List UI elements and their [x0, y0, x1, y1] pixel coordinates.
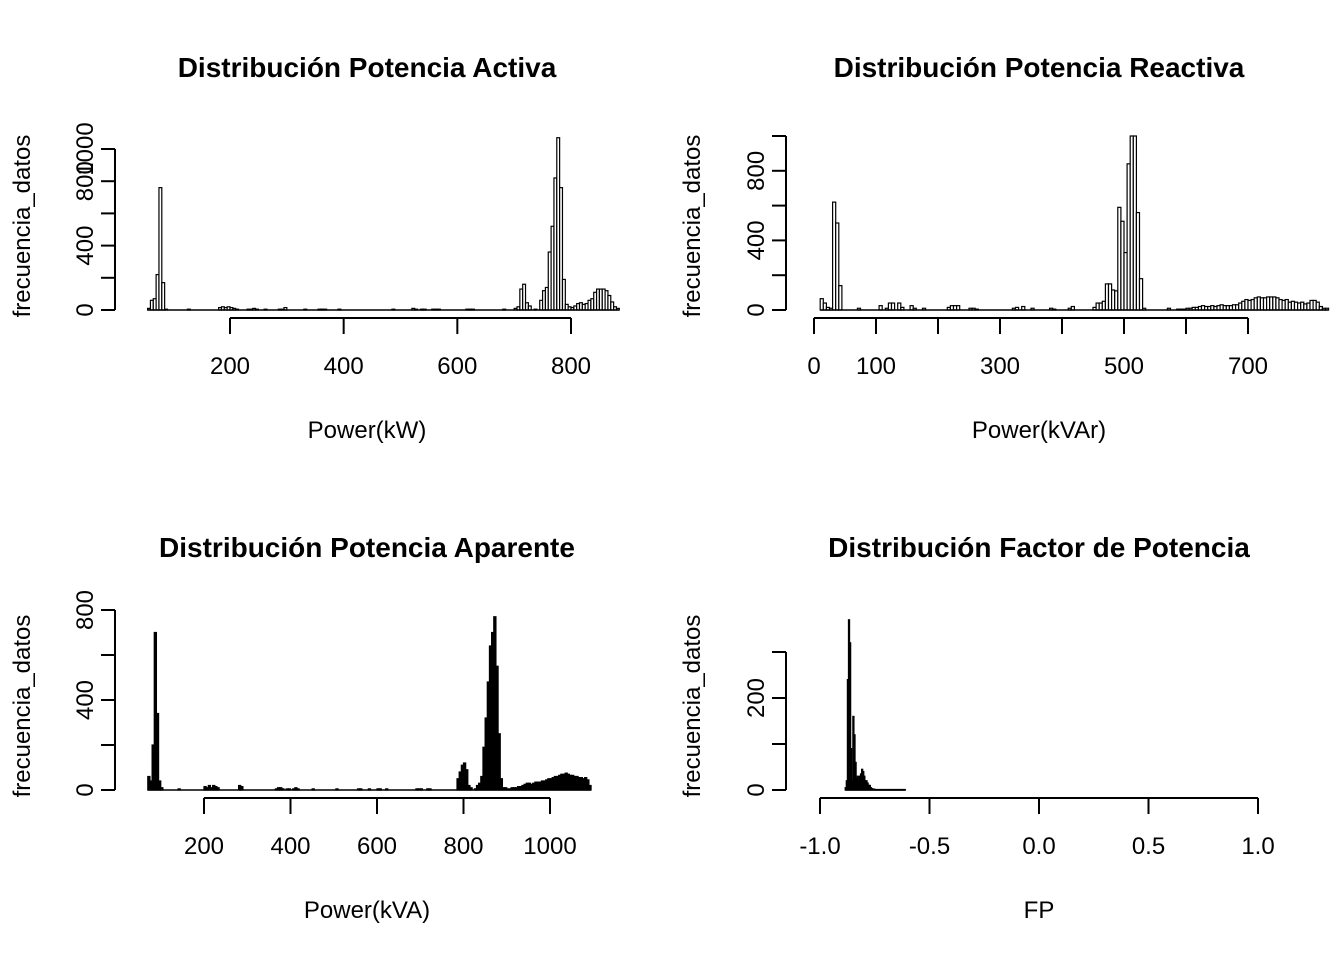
y-axis-label: frecuencia_datos [679, 615, 706, 798]
x-tick-label: 700 [1228, 353, 1268, 380]
y-axis-label: frecuencia_datos [9, 615, 36, 798]
histogram-panel-4: Distribución Factor de Potencia0200-1.0-… [679, 532, 1275, 924]
y-axis: 0 400 800 [72, 590, 116, 797]
x-axis: -1.0 -0.5 0.0 0.5 1.0 [799, 797, 1275, 860]
y-tick-label: 0 [743, 783, 770, 796]
x-tick-label: 100 [856, 353, 896, 380]
histogram-panel-2: Distribución Potencia Reactiva 0 400 800 0 10… [679, 52, 1330, 444]
chart-title: Distribución Potencia Activa [178, 52, 557, 83]
x-axis: 200 400 600 800 [210, 317, 591, 380]
x-tick-label: 600 [437, 353, 477, 380]
x-tick-label: 1.0 [1241, 833, 1274, 860]
histogram-bar [155, 712, 160, 791]
x-tick-label: 400 [324, 353, 364, 380]
x-axis: 0 100 300 500 700 [807, 317, 1268, 380]
histogram-bars [146, 137, 620, 311]
y-axis: 0 400 800 [743, 135, 787, 317]
histogram-panel-3: Distribución Potencia Aparente0400800200… [9, 532, 592, 924]
x-tick-label: 500 [1104, 353, 1144, 380]
histogram-bar [1138, 278, 1144, 311]
x-tick-label: 1000 [523, 833, 576, 860]
y-tick-label: 0 [72, 783, 99, 796]
x-axis-label: Power(kVA) [304, 897, 430, 924]
histogram-bars [844, 619, 907, 791]
x-tick-label: 800 [443, 833, 483, 860]
chart-title: Distribución Potencia Aparente [159, 532, 575, 563]
y-tick-label: 800 [72, 161, 99, 201]
y-axis-label: frecuencia_datos [9, 135, 36, 318]
histogram-bars [147, 616, 592, 791]
y-axis-label: frecuencia_datos [679, 135, 706, 318]
x-axis-label: Power(kW) [308, 417, 427, 444]
x-tick-label: -0.5 [909, 833, 950, 860]
chart-title: Distribución Potencia Reactiva [834, 52, 1245, 83]
x-tick-label: 300 [980, 353, 1020, 380]
x-axis: 200 400 600 800 1000 [184, 797, 577, 860]
y-tick-label: 400 [72, 680, 99, 720]
x-tick-label: 400 [270, 833, 310, 860]
x-tick-label: 0.5 [1132, 833, 1165, 860]
y-tick-label: 400 [72, 226, 99, 266]
x-tick-label: -1.0 [799, 833, 840, 860]
x-axis-label: Power(kVAr) [972, 417, 1106, 444]
histogram-bars [819, 135, 1330, 311]
x-tick-label: 200 [184, 833, 224, 860]
histogram-bar [161, 282, 166, 311]
y-tick-label: 800 [72, 590, 99, 630]
x-tick-label: 600 [357, 833, 397, 860]
x-tick-label: 0.0 [1022, 833, 1055, 860]
chart-title: Distribución Factor de Potencia [828, 532, 1250, 563]
y-tick-label: 800 [743, 151, 770, 191]
x-tick-label: 0 [807, 353, 820, 380]
y-axis: 0 200 [743, 651, 787, 797]
y-tick-label: 0 [743, 303, 770, 316]
x-tick-label: 200 [210, 353, 250, 380]
histogram-panel-1: Distribución Potencia Activa040080010002… [9, 52, 620, 444]
x-tick-label: 800 [551, 353, 591, 380]
histogram-bar [890, 302, 896, 311]
y-tick-label: 0 [72, 303, 99, 316]
y-tick-label: 400 [743, 220, 770, 260]
y-tick-label: 200 [743, 678, 770, 718]
histogram-bar [838, 285, 843, 311]
x-axis-label: FP [1024, 897, 1055, 924]
y-tick-label: 1000 [72, 122, 99, 175]
